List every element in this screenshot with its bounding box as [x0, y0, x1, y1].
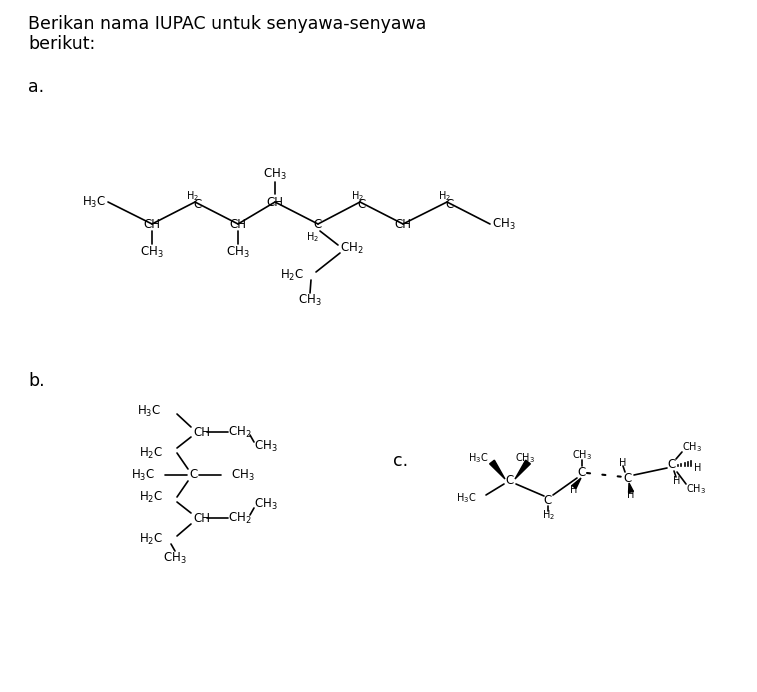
Text: $\mathregular{CH_3}$: $\mathregular{CH_3}$: [515, 451, 535, 465]
Polygon shape: [515, 460, 531, 479]
Text: $\mathregular{CH_3}$: $\mathregular{CH_3}$: [686, 482, 706, 496]
Text: C: C: [358, 199, 366, 212]
Text: $\mathregular{H_3C}$: $\mathregular{H_3C}$: [468, 451, 488, 465]
Text: $\mathregular{CH_3}$: $\mathregular{CH_3}$: [254, 496, 278, 511]
Text: $\mathregular{H_3C}$: $\mathregular{H_3C}$: [137, 403, 161, 419]
Text: $\mathregular{CH_3}$: $\mathregular{CH_3}$: [231, 468, 254, 482]
Text: CH: CH: [144, 217, 160, 230]
Text: $\mathregular{H_2}$: $\mathregular{H_2}$: [350, 189, 363, 203]
Text: $\mathregular{H_2}$: $\mathregular{H_2}$: [185, 189, 198, 203]
Text: C: C: [544, 493, 552, 507]
Text: C: C: [193, 199, 201, 212]
Text: Berikan nama IUPAC untuk senyawa-senyawa: Berikan nama IUPAC untuk senyawa-senyawa: [28, 15, 426, 33]
Text: $\mathregular{H_2}$: $\mathregular{H_2}$: [541, 508, 554, 522]
Polygon shape: [490, 460, 505, 479]
Text: $\mathregular{H_2C}$: $\mathregular{H_2C}$: [280, 267, 304, 282]
Text: $\mathregular{H_3C}$: $\mathregular{H_3C}$: [456, 491, 476, 505]
Text: C: C: [445, 199, 453, 212]
Text: H: H: [673, 476, 681, 486]
Text: $\mathregular{H_3C}$: $\mathregular{H_3C}$: [131, 468, 155, 482]
Text: $\mathregular{H_3C}$: $\mathregular{H_3C}$: [82, 194, 106, 210]
Text: $\mathregular{CH_2}$: $\mathregular{CH_2}$: [228, 424, 251, 439]
Text: $\mathregular{CH_3}$: $\mathregular{CH_3}$: [263, 167, 287, 181]
Text: CH: CH: [266, 196, 284, 208]
Text: $\mathregular{CH_2}$: $\mathregular{CH_2}$: [228, 511, 251, 525]
Text: $\mathregular{H_2}$: $\mathregular{H_2}$: [306, 230, 319, 244]
Text: CH: CH: [394, 217, 412, 230]
Text: $\mathregular{H_2C}$: $\mathregular{H_2C}$: [139, 489, 163, 504]
Text: $\mathregular{CH_3}$: $\mathregular{CH_3}$: [492, 217, 516, 232]
Text: b.: b.: [28, 372, 45, 390]
Text: C: C: [506, 473, 514, 486]
Text: $\mathregular{CH_3}$: $\mathregular{CH_3}$: [226, 244, 250, 260]
Polygon shape: [628, 483, 634, 493]
Text: $\mathregular{CH_3}$: $\mathregular{CH_3}$: [164, 550, 187, 565]
Text: $\mathregular{CH_3}$: $\mathregular{CH_3}$: [572, 448, 592, 462]
Text: $\mathregular{H_2C}$: $\mathregular{H_2C}$: [139, 531, 163, 547]
Text: H: H: [694, 463, 702, 473]
Text: CH: CH: [229, 217, 247, 230]
Text: H: H: [628, 490, 634, 500]
Text: C: C: [314, 217, 322, 230]
Text: a.: a.: [28, 78, 44, 96]
Text: $\mathregular{CH_2}$: $\mathregular{CH_2}$: [340, 240, 363, 255]
Text: $\mathregular{CH_3}$: $\mathregular{CH_3}$: [682, 440, 702, 454]
Text: $\mathregular{CH_3}$: $\mathregular{CH_3}$: [298, 293, 322, 307]
Text: CH: CH: [193, 511, 210, 525]
Text: C: C: [578, 466, 586, 480]
Text: berikut:: berikut:: [28, 35, 95, 53]
Text: $\mathregular{CH_3}$: $\mathregular{CH_3}$: [140, 244, 164, 260]
Polygon shape: [572, 478, 581, 489]
Text: H: H: [619, 458, 627, 468]
Text: H: H: [570, 485, 578, 495]
Text: $\mathregular{CH_3}$: $\mathregular{CH_3}$: [254, 439, 278, 453]
Text: c.: c.: [393, 452, 408, 470]
Text: C: C: [668, 459, 676, 471]
Text: CH: CH: [193, 426, 210, 439]
Text: $\mathregular{H_2C}$: $\mathregular{H_2C}$: [139, 446, 163, 461]
Text: $\mathregular{H_2}$: $\mathregular{H_2}$: [438, 189, 450, 203]
Text: C: C: [189, 468, 197, 482]
Text: C: C: [624, 471, 632, 484]
